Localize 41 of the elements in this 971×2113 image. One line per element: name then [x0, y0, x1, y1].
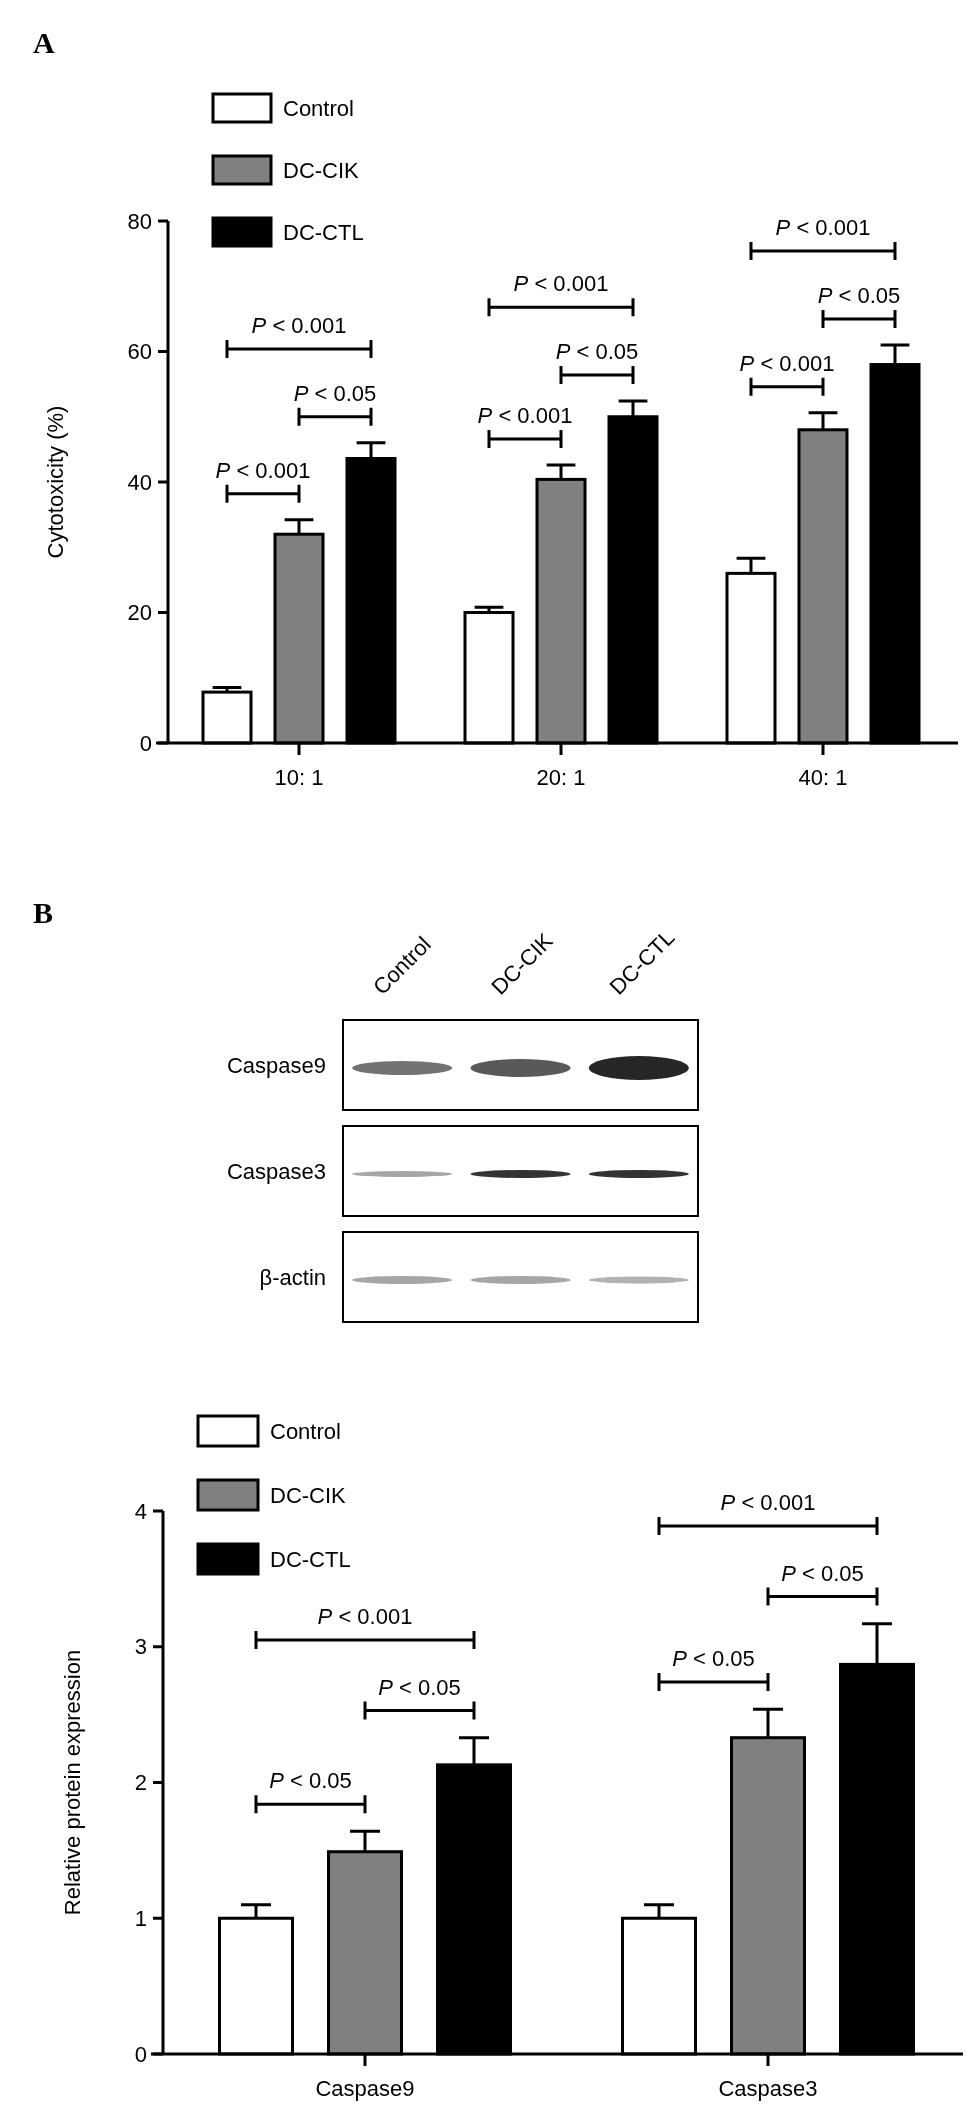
annotation: P < 0.05: [269, 1768, 352, 1794]
x-tick-label: 40: 1: [798, 765, 848, 790]
y-tick-label: 3: [134, 1634, 147, 1660]
category-label: Caspase3: [226, 1158, 326, 1184]
y-tick-label: 1: [134, 1905, 147, 1931]
x-tick-label: 20: 1: [536, 765, 586, 790]
y-tick-label: 4: [134, 1498, 147, 1524]
legend-label: DC-CIK: [283, 157, 360, 183]
annotation: P < 0.001: [317, 1603, 413, 1629]
chart-title: A: [33, 26, 55, 59]
y-axis-title: Relative protein expression: [60, 1649, 85, 1916]
legend-label: DC-CTL: [270, 1546, 351, 1572]
text: B: [33, 896, 54, 929]
y-tick-label: 0: [134, 2041, 147, 2067]
annotation: P < 0.05: [817, 282, 901, 308]
annotation: P < 0.001: [720, 1489, 816, 1515]
legend-label: DC-CIK: [270, 1482, 347, 1508]
y-tick-label: 80: [127, 208, 152, 234]
y-tick-label: 40: [127, 469, 152, 495]
annotation: P < 0.001: [739, 350, 835, 376]
annotation: P < 0.001: [251, 312, 347, 338]
y-tick-label: 60: [127, 339, 152, 365]
y-tick-label: 0: [139, 730, 152, 756]
legend-label: Control: [283, 95, 354, 121]
legend-label: DC-CTL: [283, 219, 364, 245]
y-axis-title: Cytotoxicity (%): [43, 405, 68, 559]
y-tick-label: 20: [127, 600, 152, 626]
annotation: P < 0.05: [781, 1560, 864, 1586]
annotation: P < 0.05: [672, 1646, 755, 1672]
annotation: P < 0.001: [513, 271, 609, 297]
annotation: P < 0.001: [477, 402, 573, 428]
legend-label: Control: [270, 1418, 341, 1444]
annotation: P < 0.001: [215, 457, 311, 483]
x-tick-label: 10: 1: [274, 765, 324, 790]
annotation: P < 0.05: [555, 338, 639, 364]
category-label: Caspase9: [226, 1052, 326, 1078]
annotation: P < 0.001: [775, 215, 871, 241]
annotation: P < 0.05: [293, 380, 377, 406]
y-tick-label: 2: [134, 1770, 147, 1796]
annotation: P < 0.05: [378, 1674, 461, 1700]
category-label: β-actin: [259, 1264, 326, 1290]
